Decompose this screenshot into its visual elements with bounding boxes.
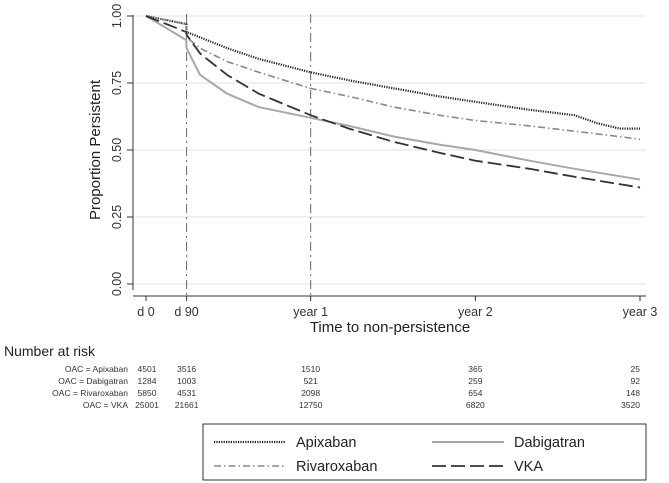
- series-lines: [145, 14, 641, 189]
- risk-cell: 1510: [301, 364, 320, 374]
- risk-cell: 1003: [177, 376, 196, 386]
- risk-cell: 25001: [135, 400, 159, 410]
- y-tick-label: 0.00: [110, 272, 124, 296]
- risk-cell: 21661: [175, 400, 199, 410]
- y-tick-label: 0.25: [110, 205, 124, 229]
- risk-cell: 3520: [621, 400, 640, 410]
- legend-box: [202, 423, 647, 481]
- risk-cell: 2098: [301, 388, 320, 398]
- grid-layer: [133, 15, 646, 285]
- y-tick-label: 0.75: [110, 71, 124, 95]
- risk-cell: 92: [631, 376, 641, 386]
- series-line-dabigatran: [145, 15, 641, 181]
- risk-cell: 365: [468, 364, 482, 374]
- y-ticks: 0.00 0.25 0.50 0.75 1.00: [110, 4, 133, 296]
- risk-row-label: OAC = VKA: [83, 400, 128, 410]
- risk-cell: 1284: [138, 376, 157, 386]
- x-tick-label: d 0: [137, 305, 154, 319]
- x-tick-label: d 90: [174, 305, 198, 319]
- risk-cell: 12750: [299, 400, 323, 410]
- risk-row-label: OAC = Rivaroxaban: [52, 388, 128, 398]
- risk-table: OAC = Apixaban 4501 3516 1510 365 25 OAC = Dab…: [52, 364, 640, 410]
- risk-cell: 4531: [177, 388, 196, 398]
- risk-cell: 5850: [138, 388, 157, 398]
- legend-label: Rivaroxaban: [296, 459, 377, 475]
- risk-table-title: Number at risk: [4, 343, 96, 359]
- risk-cell: 6820: [466, 400, 485, 410]
- y-tick-label: 1.00: [110, 4, 124, 28]
- series-line-apixaban: [145, 14, 640, 130]
- risk-cell: 259: [468, 376, 482, 386]
- legend-label: VKA: [514, 459, 543, 475]
- reference-lines: [186, 14, 312, 296]
- risk-cell: 521: [304, 376, 318, 386]
- risk-cell: 4501: [138, 364, 157, 374]
- x-axis-title: Time to non-persistence: [310, 319, 470, 336]
- axes: [132, 15, 646, 297]
- x-tick-label: year 2: [458, 305, 493, 319]
- legend-label: Apixaban: [296, 435, 356, 451]
- risk-cell: 3516: [177, 364, 196, 374]
- legend-label: Dabigatran: [514, 435, 585, 451]
- risk-cell: 148: [626, 388, 640, 398]
- x-tick-label: year 3: [623, 305, 658, 319]
- x-tick-label: year 1: [293, 305, 328, 319]
- y-axis-title: Proportion Persistent: [87, 79, 104, 220]
- x-ticks: d 0 d 90 year 1 year 2 year 3: [137, 296, 657, 319]
- y-tick-label: 0.50: [110, 138, 124, 162]
- legend: Apixaban Dabigatran Rivaroxaban VKA: [202, 423, 647, 481]
- risk-cell: 654: [468, 388, 482, 398]
- legend-entries: Apixaban Dabigatran Rivaroxaban VKA: [214, 435, 585, 475]
- risk-cell: 25: [631, 364, 641, 374]
- series-line-rivaroxaban: [145, 15, 641, 141]
- risk-row-label: OAC = Dabigatran: [58, 376, 128, 386]
- risk-row-label: OAC = Apixaban: [65, 364, 128, 374]
